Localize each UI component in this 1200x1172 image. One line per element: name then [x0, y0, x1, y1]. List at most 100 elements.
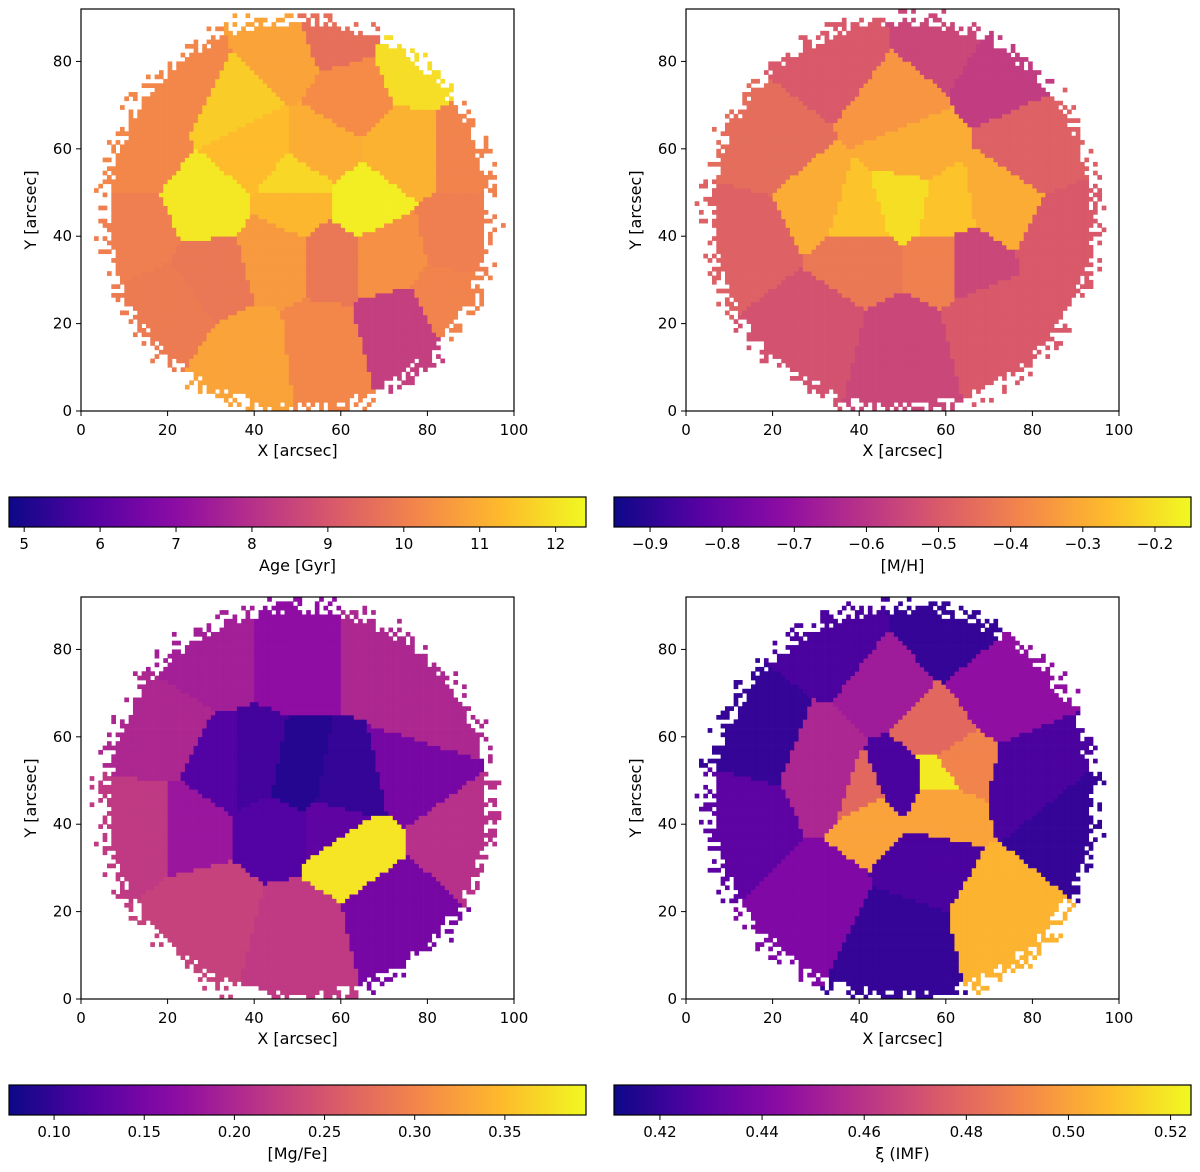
- map-pixel: [301, 196, 307, 202]
- map-pixel: [362, 135, 368, 141]
- map-pixel: [275, 402, 281, 407]
- map-pixel: [280, 61, 285, 67]
- map-pixel: [293, 271, 298, 276]
- map-pixel: [280, 26, 285, 32]
- map-pixel: [379, 170, 385, 176]
- map-pixel: [345, 376, 350, 381]
- map-pixel: [171, 341, 177, 346]
- map-pixel: [258, 371, 264, 377]
- map-pixel: [150, 118, 155, 123]
- map-pixel: [293, 144, 298, 150]
- map-pixel: [275, 253, 281, 259]
- map-pixel: [137, 205, 142, 211]
- map-pixel: [232, 201, 238, 206]
- map-pixel: [345, 179, 350, 185]
- map-pixel: [223, 354, 229, 359]
- map-pixel: [327, 297, 333, 303]
- map-pixel: [384, 275, 389, 281]
- map-pixel: [258, 144, 264, 150]
- map-pixel: [275, 210, 281, 215]
- map-pixel: [150, 179, 155, 185]
- map-pixel: [271, 35, 277, 40]
- map-pixel: [371, 284, 376, 289]
- map-pixel: [232, 389, 238, 394]
- map-pixel: [245, 271, 251, 276]
- map-pixel: [288, 389, 294, 394]
- map-pixel: [275, 327, 281, 333]
- map-pixel: [267, 65, 272, 71]
- map-pixel: [293, 113, 298, 119]
- map-pixel: [223, 240, 229, 246]
- map-pixel: [345, 389, 350, 394]
- map-pixel: [180, 83, 186, 88]
- map-pixel: [349, 135, 355, 141]
- map-pixel: [189, 175, 194, 180]
- map-pixel: [371, 258, 376, 263]
- map-pixel: [332, 157, 337, 163]
- map-pixel: [332, 362, 337, 368]
- map-pixel: [275, 175, 281, 180]
- map-pixel: [306, 100, 311, 106]
- map-pixel: [176, 78, 181, 84]
- map-pixel: [115, 201, 121, 206]
- map-pixel: [184, 314, 190, 320]
- map-pixel: [284, 78, 290, 84]
- map-pixel: [206, 144, 212, 150]
- map-pixel: [210, 122, 216, 128]
- map-pixel: [119, 126, 125, 132]
- map-pixel: [171, 310, 177, 316]
- map-pixel: [228, 183, 233, 189]
- map-pixel: [353, 253, 359, 259]
- map-pixel: [262, 148, 268, 154]
- map-pixel: [384, 323, 389, 329]
- map-pixel: [267, 323, 272, 329]
- map-pixel: [215, 231, 220, 237]
- map-pixel: [132, 288, 138, 294]
- map-pixel: [167, 218, 173, 224]
- map-pixel: [288, 100, 294, 106]
- map-pixel: [202, 144, 207, 150]
- map-pixel: [301, 131, 307, 137]
- map-pixel: [202, 275, 207, 281]
- map-pixel: [197, 192, 203, 198]
- map-pixel: [280, 253, 285, 259]
- map-pixel: [345, 258, 350, 263]
- map-pixel: [362, 406, 368, 412]
- map-pixel: [219, 362, 225, 368]
- map-pixel: [336, 96, 342, 102]
- map-pixel: [288, 196, 294, 202]
- map-pixel: [141, 105, 147, 110]
- map-pixel: [336, 148, 342, 154]
- map-pixel: [258, 262, 264, 268]
- map-pixel: [163, 236, 168, 241]
- map-pixel: [267, 157, 272, 163]
- map-pixel: [384, 376, 389, 381]
- map-pixel: [362, 210, 368, 215]
- map-pixel: [219, 310, 225, 316]
- map-pixel: [358, 52, 363, 58]
- map-pixel: [340, 214, 346, 220]
- map-pixel: [327, 384, 333, 390]
- map-pixel: [327, 170, 333, 176]
- map-pixel: [262, 109, 268, 115]
- map-pixel: [210, 258, 216, 263]
- map-pixel: [353, 192, 359, 198]
- map-pixel: [171, 87, 177, 93]
- map-pixel: [297, 161, 303, 167]
- map-pixel: [388, 288, 394, 294]
- map-pixel: [236, 314, 242, 320]
- map-pixel: [219, 249, 225, 255]
- map-pixel: [366, 105, 372, 110]
- map-pixel: [379, 166, 385, 172]
- map-pixel: [384, 218, 389, 224]
- map-pixel: [262, 297, 268, 303]
- map-pixel: [141, 192, 147, 198]
- map-pixel: [388, 358, 394, 364]
- map-pixel: [362, 323, 368, 329]
- map-pixel: [206, 118, 212, 123]
- map-pixel: [314, 105, 320, 110]
- map-pixel: [297, 349, 303, 355]
- map-pixel: [197, 118, 203, 123]
- map-pixel: [150, 336, 155, 342]
- map-pixel: [180, 175, 186, 180]
